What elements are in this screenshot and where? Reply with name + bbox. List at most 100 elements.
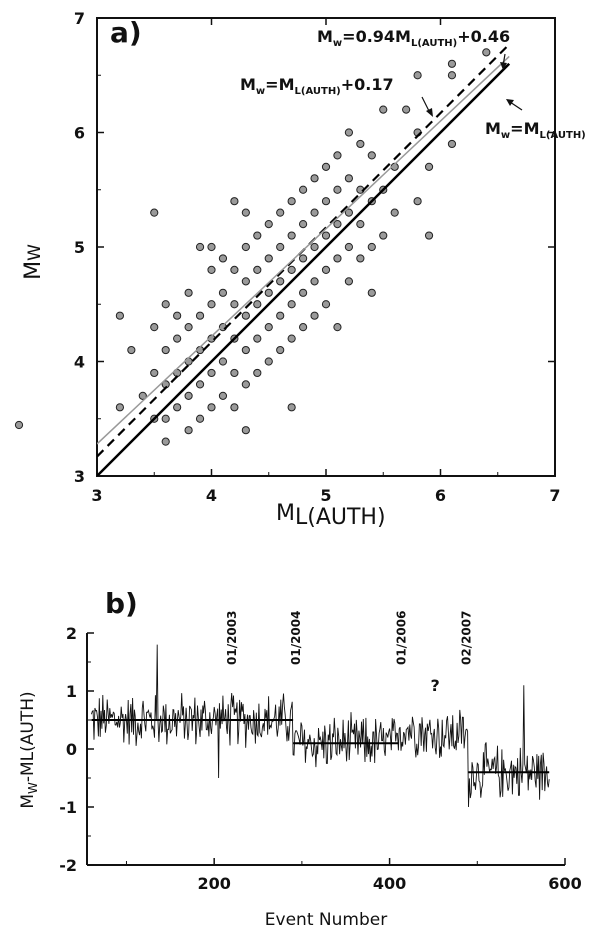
scatter-point <box>379 231 388 240</box>
panel-b-ytick-label: -2 <box>59 856 77 875</box>
equation-label-identity-part: M <box>485 119 501 138</box>
scatter-point <box>241 208 250 217</box>
equation-label-fit-part: M <box>317 27 333 46</box>
scatter-point <box>115 311 125 320</box>
scatter-point <box>184 391 193 400</box>
scatter-point <box>333 185 342 194</box>
panel-a-xtick-label: 7 <box>549 486 560 505</box>
regression-line-thin-gray <box>97 55 510 445</box>
scatter-point <box>161 437 170 446</box>
panel-a-ytick-label: 6 <box>74 124 85 143</box>
panel-a-xlabel: ML(AUTH) <box>276 501 386 530</box>
arrow-identity <box>509 101 523 111</box>
arrowhead-offset <box>426 108 433 117</box>
equation-label-fit-part: +0.46 <box>457 27 510 46</box>
scatter-point <box>333 323 342 332</box>
scatter-point <box>310 311 319 320</box>
scatter-point <box>264 323 273 332</box>
scatter-point <box>379 105 388 114</box>
panel-a-xtick-label: 3 <box>91 486 102 505</box>
equation-label-fit: Mw=0.94ML(AUTH)+0.46 <box>317 27 510 49</box>
residual-series-line <box>90 644 550 808</box>
panel-b-ytick-label: 0 <box>66 740 77 759</box>
scatter-point-outlier <box>14 420 24 430</box>
scatter-point <box>264 254 273 263</box>
scatter-point <box>287 197 296 206</box>
scatter-point <box>161 414 170 423</box>
annotation-date: 01/2004 <box>289 611 303 665</box>
scatter-point <box>230 265 239 274</box>
panel-b-ylabel-part: -M <box>18 761 38 782</box>
panel-b-ytick-label: -1 <box>59 798 77 817</box>
equation-label-fit-part: w <box>333 38 342 49</box>
scatter-point <box>333 151 342 160</box>
scatter-point <box>218 391 228 400</box>
scatter-point <box>150 368 159 378</box>
scatter-point <box>367 242 376 252</box>
scatter-point <box>356 254 365 263</box>
panel-b-label: b) <box>105 587 138 620</box>
scatter-point <box>195 242 205 252</box>
scatter-point <box>344 277 353 286</box>
scatter-point <box>344 128 353 137</box>
scatter-point <box>344 174 353 183</box>
scatter-point <box>195 380 205 389</box>
scatter-point <box>241 380 250 389</box>
scatter-point <box>413 197 422 206</box>
scatter-point <box>344 242 353 252</box>
panel-b-ylabel-part: L(AUTH) <box>18 691 38 761</box>
scatter-point <box>218 254 228 263</box>
annotation-date: 01/2006 <box>394 611 408 665</box>
scatter-point <box>321 162 331 171</box>
scatter-point <box>402 105 411 114</box>
scatter-point <box>161 345 170 355</box>
panel-a-xlabel-part: M <box>276 501 295 526</box>
panel-b-xtick-label: 400 <box>373 874 406 893</box>
panel-a-ytick-label: 3 <box>74 467 85 486</box>
scatter-point <box>230 197 239 206</box>
scatter-point <box>230 368 239 378</box>
scatter-point <box>195 311 205 320</box>
scatter-point <box>321 231 331 240</box>
scatter-point <box>207 403 216 412</box>
scatter-point <box>333 254 342 263</box>
panel-a-xtick-label: 6 <box>435 486 446 505</box>
equation-label-identity-part: w <box>501 130 510 141</box>
scatter-point <box>264 288 273 297</box>
equation-label-offset: Mw=ML(AUTH)+0.17 <box>240 75 394 97</box>
scatter-point <box>115 403 125 412</box>
scatter-point <box>276 208 285 217</box>
scatter-point <box>253 368 262 378</box>
scatter-point <box>356 220 365 229</box>
scatter-point <box>207 265 216 274</box>
panel-a-ytick-label: 7 <box>74 9 85 28</box>
scatter-point <box>253 231 262 240</box>
scatter-point <box>447 139 457 149</box>
scatter-point <box>253 334 262 343</box>
scatter-point <box>207 242 216 252</box>
scatter-point <box>161 300 170 309</box>
scatter-point <box>184 323 193 332</box>
equation-label-offset-part: w <box>256 86 265 97</box>
scatter-point <box>356 139 365 149</box>
panel-b-ytick-label: 1 <box>66 682 77 701</box>
panel-a-points <box>115 48 491 446</box>
equation-label-fit-part: L(AUTH) <box>411 38 457 49</box>
scatter-point <box>241 311 250 320</box>
scatter-point <box>184 288 193 297</box>
scatter-point <box>276 345 285 355</box>
scatter-point <box>321 265 331 274</box>
arrowhead-fit <box>500 62 507 70</box>
scatter-point <box>367 151 376 160</box>
scatter-point <box>299 254 308 263</box>
panel-a-xlabel-part: L(AUTH) <box>295 505 386 530</box>
scatter-point <box>253 300 262 309</box>
equation-label-offset-part: M <box>240 75 256 94</box>
scatter-point <box>287 231 296 240</box>
equation-label-identity-part: L(AUTH) <box>540 130 586 141</box>
annotation-date: 01/2003 <box>225 611 239 665</box>
scatter-point <box>184 426 193 435</box>
scatter-point <box>230 300 239 309</box>
scatter-point <box>299 288 308 297</box>
